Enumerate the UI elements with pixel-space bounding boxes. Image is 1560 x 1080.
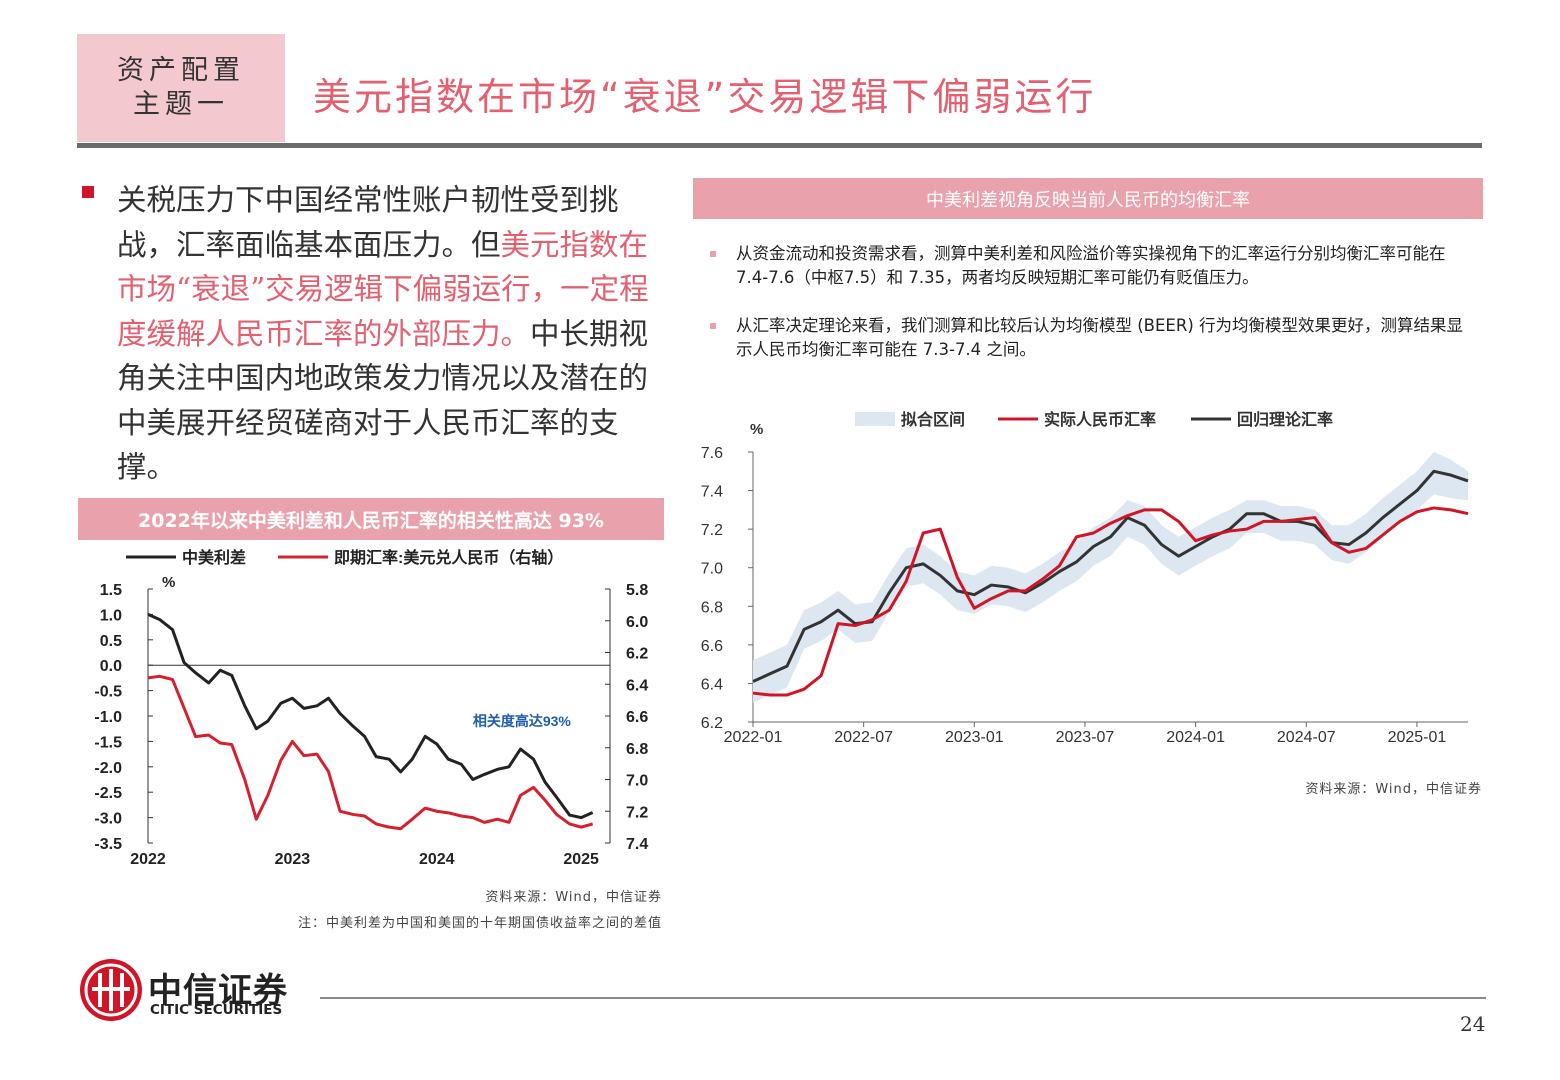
y2-tick-label: 6.2 — [626, 646, 648, 663]
section-tag: 资产配置 主题一 — [77, 34, 285, 142]
y2-tick-label: 6.6 — [626, 709, 648, 726]
y-axis-unit: % — [750, 421, 763, 438]
y-tick-label: 6.8 — [701, 599, 723, 616]
y-tick-label: -1.5 — [94, 734, 122, 751]
legend-label-fit-band: 拟合区间 — [901, 410, 965, 429]
legend-swatch-fit-band — [855, 412, 895, 426]
x-tick-label: 2023-07 — [1056, 729, 1115, 746]
y-tick-label: 7.6 — [701, 445, 723, 462]
bullet-dot-icon — [710, 251, 716, 257]
x-tick-label: 2024-07 — [1277, 729, 1336, 746]
y-tick-label: 6.6 — [701, 638, 723, 655]
y-tick-label: -3.0 — [94, 811, 122, 828]
series-line-theoretical — [752, 469, 1469, 683]
fit-band-area — [753, 452, 1468, 703]
x-tick-label: 2022-07 — [834, 729, 893, 746]
legend-label-actual: 实际人民币汇率 — [1044, 410, 1156, 429]
y2-tick-label: 7.4 — [626, 836, 648, 853]
y-tick-label: 1.0 — [100, 607, 122, 624]
bullet-square-icon — [82, 186, 94, 198]
logo-text-cn: 中信证券 — [148, 971, 288, 1011]
legend-label-theoretical: 回归理论汇率 — [1237, 410, 1333, 429]
y2-tick-label: 6.0 — [626, 614, 648, 631]
series-line-spot-rate — [147, 674, 594, 831]
legend-label-spread: 中美利差 — [182, 548, 246, 567]
page-title: 美元指数在市场“衰退”交易逻辑下偏弱运行 — [313, 75, 1097, 119]
citic-logo-icon — [80, 959, 142, 1021]
y2-tick-label: 6.8 — [626, 741, 648, 758]
y-tick-label: -1.0 — [94, 709, 122, 726]
y-tick-label: -2.5 — [94, 785, 122, 802]
main-paragraph: 关税压力下中国经常性账户韧性受到挑战，汇率面临基本面压力。但美元指数在市场“衰退… — [117, 178, 672, 490]
y-tick-label: -3.5 — [94, 836, 122, 853]
right-bullets: 从资金流动和投资需求看，测算中美利差和风险溢价等实操视角下的汇率运行分别均衡汇率… — [706, 242, 1476, 386]
y-tick-label: -0.5 — [94, 684, 122, 701]
y-tick-label: 0.5 — [100, 633, 122, 650]
series-line-actual — [752, 506, 1469, 697]
right-bullet-text: 从资金流动和投资需求看，测算中美利差和风险溢价等实操视角下的汇率运行分别均衡汇率… — [736, 244, 1446, 287]
y-tick-label: 1.5 — [100, 582, 122, 599]
y-tick-label: 7.0 — [701, 561, 723, 578]
x-tick-label: 2024 — [419, 851, 455, 868]
left-chart-title-bar: 2022年以来中美利差和人民币汇率的相关性高达 93% — [78, 498, 664, 540]
right-bullet-text: 从汇率决定理论来看，我们测算和比较后认为均衡模型 (BEER) 行为均衡模型效果… — [736, 316, 1463, 359]
y-tick-label: 6.4 — [701, 676, 723, 693]
y2-tick-label: 7.0 — [626, 773, 648, 790]
legend-label-spot-rate: 即期汇率:美元兑人民币（右轴） — [334, 548, 563, 567]
header-divider — [77, 143, 1482, 148]
x-tick-label: 2022-01 — [724, 729, 783, 746]
equilibrium-rate-chart: 拟合区间 实际人民币汇率 回归理论汇率% 7.6 7.4 7.2 7.0 6.8 6.6 6.4 6… — [701, 410, 1469, 746]
x-tick-label: 2025-01 — [1388, 729, 1447, 746]
main-text-highlight: 美元指数在市场“衰退”交易逻辑下偏弱运行，一定程度缓解人民币汇率的外部压力。 — [117, 227, 649, 351]
left-note: 注：中美利差为中国和美国的十年期国债收益率之间的差值 — [297, 916, 662, 931]
main-text-part1: 关税压力下中国经常性账户韧性受到挑战，汇率面临基本面压力。但 — [117, 183, 619, 262]
y-tick-label: 7.2 — [701, 522, 723, 539]
logo-text-en: CITIC SECURITIES — [150, 1002, 283, 1018]
section-tag-line1: 资产配置 — [117, 55, 245, 86]
right-bullet-item: 从资金流动和投资需求看，测算中美利差和风险溢价等实操视角下的汇率运行分别均衡汇率… — [706, 242, 1476, 290]
y-tick-label: 7.4 — [701, 484, 723, 501]
right-bullet-item: 从汇率决定理论来看，我们测算和比较后认为均衡模型 (BEER) 行为均衡模型效果… — [706, 314, 1476, 362]
y2-tick-label: 6.4 — [626, 677, 648, 694]
y-tick-label: -2.0 — [94, 760, 122, 777]
y2-tick-label: 5.8 — [626, 582, 648, 599]
x-tick-label: 2023 — [275, 851, 311, 868]
y-axis-unit: % — [162, 574, 175, 591]
correlation-chart: 中美利差 即期汇率:美元兑人民币（右轴）% 1.5 1.0 0.5 0.0 -0.5 -1.0… — [94, 548, 648, 868]
x-tick-label: 2024-01 — [1166, 729, 1225, 746]
section-tag-line2: 主题一 — [133, 89, 229, 120]
right-source: 资料来源：Wind，中信证券 — [1305, 782, 1482, 797]
x-tick-label: 2022 — [130, 851, 166, 868]
main-text-part2: 中长期视角关注中国内地政策发力情况以及潜在的中美展开经贸磋商对于人民币汇率的支撑… — [117, 316, 649, 485]
x-tick-label: 2025 — [563, 851, 599, 868]
series-line-spread — [147, 613, 594, 820]
page-number: 24 — [1460, 1012, 1486, 1036]
y-tick-label: 0.0 — [100, 658, 122, 675]
right-chart-title-bar: 中美利差视角反映当前人民币的均衡汇率 — [693, 178, 1483, 219]
left-source: 资料来源：Wind，中信证券 — [485, 890, 662, 905]
correlation-annotation: 相关度高达93% — [473, 713, 572, 729]
y-tick-label: 6.2 — [701, 715, 723, 732]
footer-divider — [320, 997, 1486, 999]
x-tick-label: 2023-01 — [945, 729, 1004, 746]
y2-tick-label: 7.2 — [626, 804, 648, 821]
bullet-dot-icon — [710, 323, 716, 329]
